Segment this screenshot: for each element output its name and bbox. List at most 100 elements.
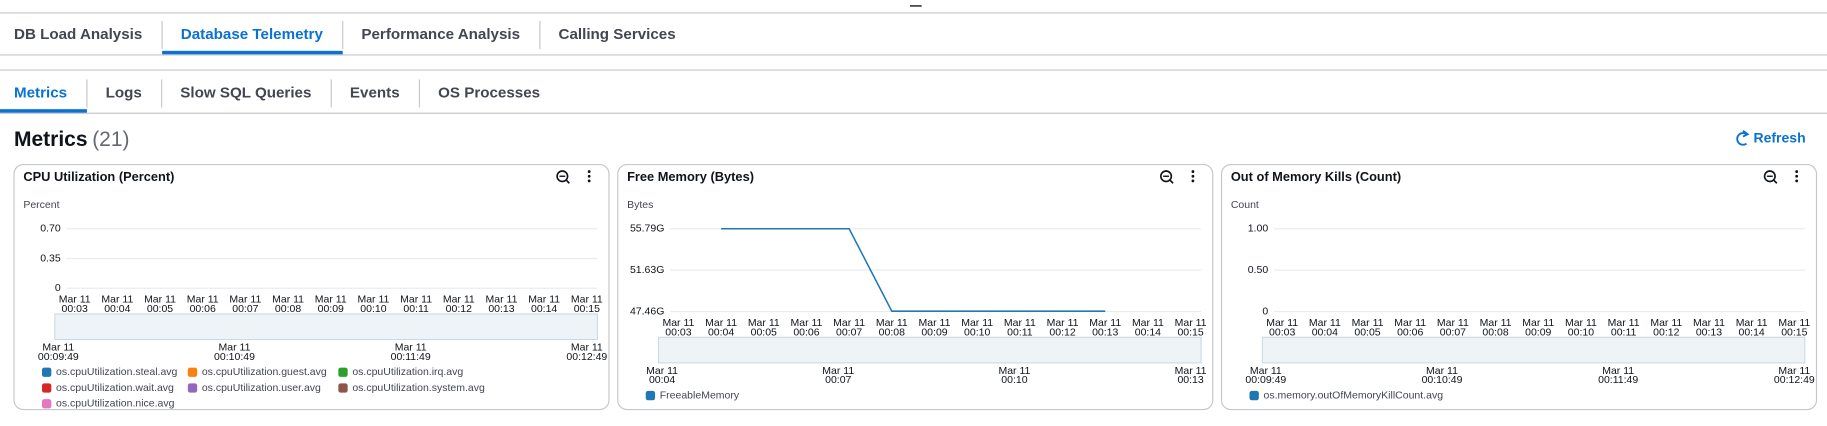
tab[interactable]: OS Processes — [438, 84, 540, 101]
zoom-button[interactable] — [1160, 170, 1174, 184]
tab[interactable]: Logs — [106, 84, 142, 101]
x-tick-time: 00:07 — [836, 326, 862, 338]
panel-frame — [617, 164, 1214, 411]
x-tick-date: Mar 11 — [101, 294, 133, 306]
legend-label: os.cpuUtilization.guest.avg — [202, 366, 327, 378]
navigator-time: 00:10:49 — [1422, 374, 1463, 386]
x-tick-date: Mar 11 — [1480, 317, 1512, 329]
zoom-button[interactable] — [556, 170, 570, 184]
navigator-time: 00:09:49 — [38, 351, 79, 363]
legend-label: os.cpuUtilization.system.avg — [352, 382, 485, 394]
x-tick-time: 00:11 — [1611, 326, 1637, 338]
x-tick-time: 00:09 — [1525, 326, 1551, 338]
x-tick-date: Mar 11 — [1089, 317, 1121, 329]
menu-button[interactable] — [587, 170, 591, 183]
chart-title: Free Memory (Bytes) — [627, 169, 754, 184]
menu-dot — [1191, 174, 1195, 178]
x-tick-time: 00:04 — [1312, 326, 1338, 338]
x-tick-time: 00:10 — [964, 326, 990, 338]
series-line — [721, 227, 1106, 312]
x-tick-date: Mar 11 — [528, 294, 560, 306]
navigator-time: 00:10:49 — [214, 351, 255, 363]
tab[interactable]: Database Telemetry — [181, 26, 324, 43]
legend-item[interactable]: FreeableMemory — [645, 389, 740, 401]
refresh-icon — [1736, 132, 1748, 146]
x-tick-time: 00:10 — [1568, 326, 1594, 338]
x-tick-date: Mar 11 — [1565, 317, 1597, 329]
menu-dot — [587, 174, 591, 178]
refresh-label[interactable]: Refresh — [1754, 130, 1806, 146]
section-heading: Metrics (21) — [14, 128, 130, 151]
x-tick-date: Mar 11 — [919, 317, 951, 329]
legend-item[interactable]: os.memory.outOfMemoryKillCount.avg — [1249, 389, 1444, 401]
tab[interactable]: Slow SQL Queries — [180, 84, 311, 101]
tab[interactable]: DB Load Analysis — [14, 26, 142, 43]
legend-item[interactable]: os.cpuUtilization.steal.avg — [42, 366, 178, 378]
x-tick-time: 00:05 — [1354, 326, 1380, 338]
tab[interactable]: Events — [350, 84, 400, 101]
legend-item[interactable]: os.cpuUtilization.system.avg — [338, 382, 485, 394]
legend-swatch — [42, 383, 52, 393]
x-tick-time: 00:13 — [1696, 326, 1722, 338]
x-tick-date: Mar 11 — [748, 317, 780, 329]
x-tick-date: Mar 11 — [1132, 317, 1164, 329]
legend-item[interactable]: os.cpuUtilization.wait.avg — [42, 382, 174, 394]
navigator-date: Mar 11 — [646, 365, 678, 377]
x-tick-time: 00:14 — [1135, 326, 1161, 338]
x-tick-date: Mar 11 — [1175, 317, 1207, 329]
x-tick-time: 00:07 — [232, 303, 258, 315]
refresh-button[interactable]: Refresh — [1736, 130, 1806, 146]
tab[interactable]: Performance Analysis — [361, 26, 520, 43]
x-tick-time: 00:12 — [1653, 326, 1679, 338]
legend-item[interactable]: os.cpuUtilization.nice.avg — [42, 398, 175, 410]
x-tick-date: Mar 11 — [1650, 317, 1682, 329]
section-count: (21) — [92, 128, 129, 151]
x-tick-date: Mar 11 — [357, 294, 389, 306]
x-tick-date: Mar 11 — [1004, 317, 1036, 329]
panel-frame — [13, 164, 610, 411]
navigator-date: Mar 11 — [219, 342, 251, 354]
zoom-icon — [1763, 170, 1776, 183]
tab-selected-indicator — [0, 109, 87, 113]
navigator[interactable] — [1261, 336, 1806, 364]
navigator-date: Mar 11 — [1426, 365, 1458, 377]
navigator-time: 00:12:49 — [566, 351, 607, 363]
legend-swatch — [42, 367, 52, 377]
navigator-date: Mar 11 — [1778, 365, 1810, 377]
navigator-time: 00:12:49 — [1774, 374, 1815, 386]
x-tick-date: Mar 11 — [1394, 317, 1426, 329]
zoom-button[interactable] — [1763, 170, 1778, 184]
x-tick-date: Mar 11 — [315, 294, 347, 306]
navigator-date: Mar 11 — [1250, 365, 1282, 377]
tab[interactable]: Metrics — [14, 84, 67, 101]
x-tick-time: 00:08 — [1482, 326, 1508, 338]
x-tick-time: 00:14 — [1739, 326, 1765, 338]
legend-label: os.cpuUtilization.irq.avg — [352, 366, 463, 378]
chart-title: Out of Memory Kills (Count) — [1231, 169, 1401, 184]
x-tick-date: Mar 11 — [229, 294, 261, 306]
refresh-icon-arrow — [1742, 130, 1750, 138]
tab[interactable]: Calling Services — [559, 26, 676, 43]
y-tick-label: 47.46G — [630, 305, 664, 317]
chart-panels: CPU Utilization (Percent) Percent 0 0.35 0.7… — [13, 164, 1818, 411]
navigator[interactable] — [658, 336, 1202, 364]
navigator-time: 00:10 — [1001, 374, 1027, 386]
x-tick-date: Mar 11 — [272, 294, 304, 306]
top-tabs: DB Load Analysis Database Telemetry Perfor… — [14, 21, 676, 55]
legend-label: FreeableMemory — [660, 389, 740, 401]
legend-item[interactable]: os.cpuUtilization.user.avg — [187, 382, 321, 394]
legend-item[interactable]: os.cpuUtilization.guest.avg — [187, 366, 327, 378]
x-tick-time: 00:06 — [793, 326, 819, 338]
menu-button[interactable] — [1191, 170, 1195, 183]
menu-dot — [1191, 179, 1195, 183]
tab-selected-indicator — [162, 50, 343, 55]
legend-item[interactable]: os.cpuUtilization.irq.avg — [338, 366, 463, 378]
zoom-icon — [565, 179, 570, 184]
x-tick-date: Mar 11 — [1352, 317, 1384, 329]
navigator[interactable] — [54, 313, 598, 341]
legend-swatch — [1249, 390, 1259, 401]
y-axis-label: Bytes — [627, 199, 653, 211]
x-tick-time: 00:13 — [488, 303, 514, 315]
menu-button[interactable] — [1795, 170, 1799, 183]
